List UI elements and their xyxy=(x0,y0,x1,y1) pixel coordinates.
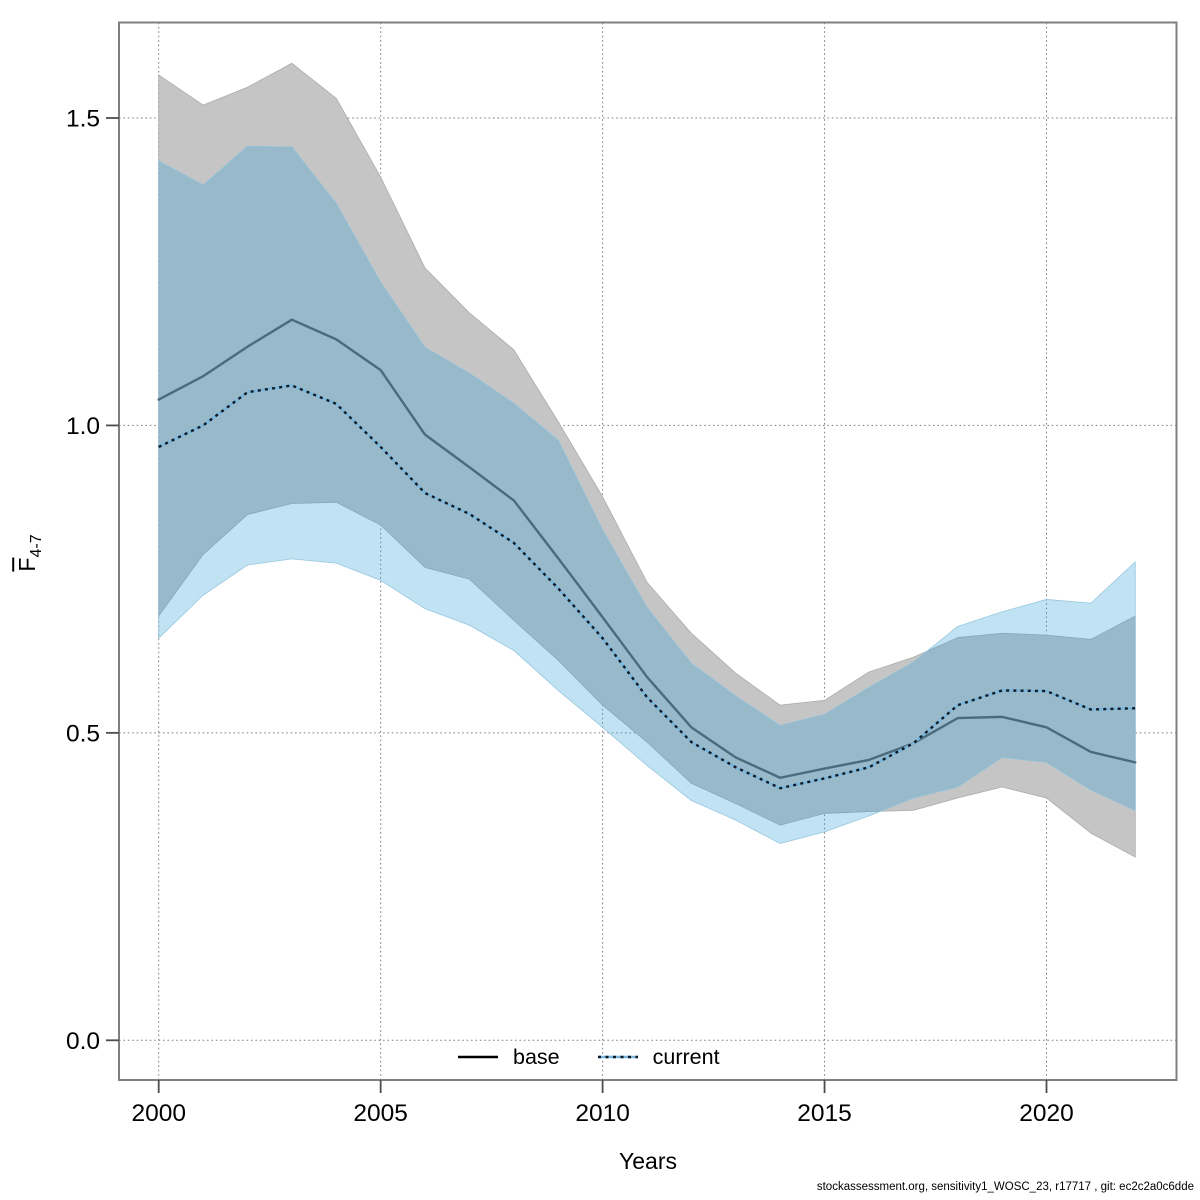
legend-current-line-sample xyxy=(597,1055,638,1059)
y-axis-label-symbol: F xyxy=(14,557,41,572)
x-tick-label: 2015 xyxy=(797,1100,852,1127)
legend-base-line-sample xyxy=(458,1055,498,1059)
x-tick-label: 2010 xyxy=(575,1100,630,1127)
x-axis-label: Years xyxy=(619,1148,677,1174)
legend-label-base: base xyxy=(513,1044,560,1069)
current-confidence-band xyxy=(158,145,1136,844)
current-line xyxy=(158,384,1136,790)
y-tick-label: 0.0 xyxy=(66,1028,100,1055)
base-line xyxy=(157,318,1137,779)
y-tick-label: 0.5 xyxy=(66,720,100,747)
y-tick-label: 1.0 xyxy=(66,413,100,440)
y-axis-label-subscript: 4-7 xyxy=(27,534,45,558)
source-footnote: stockassessment.org, sensitivity1_WOSC_2… xyxy=(816,1181,1194,1193)
base-confidence-band xyxy=(158,62,1136,858)
x-tick-label: 2020 xyxy=(1019,1100,1074,1127)
y-axis-label: F4-7 xyxy=(14,534,46,571)
x-tick-label: 2005 xyxy=(353,1100,408,1127)
y-tick-label: 1.5 xyxy=(66,105,100,132)
plot-border xyxy=(118,21,1178,1081)
x-tick-label: 2000 xyxy=(131,1100,186,1127)
legend: base current xyxy=(456,1042,720,1072)
legend-label-current: current xyxy=(652,1044,720,1069)
